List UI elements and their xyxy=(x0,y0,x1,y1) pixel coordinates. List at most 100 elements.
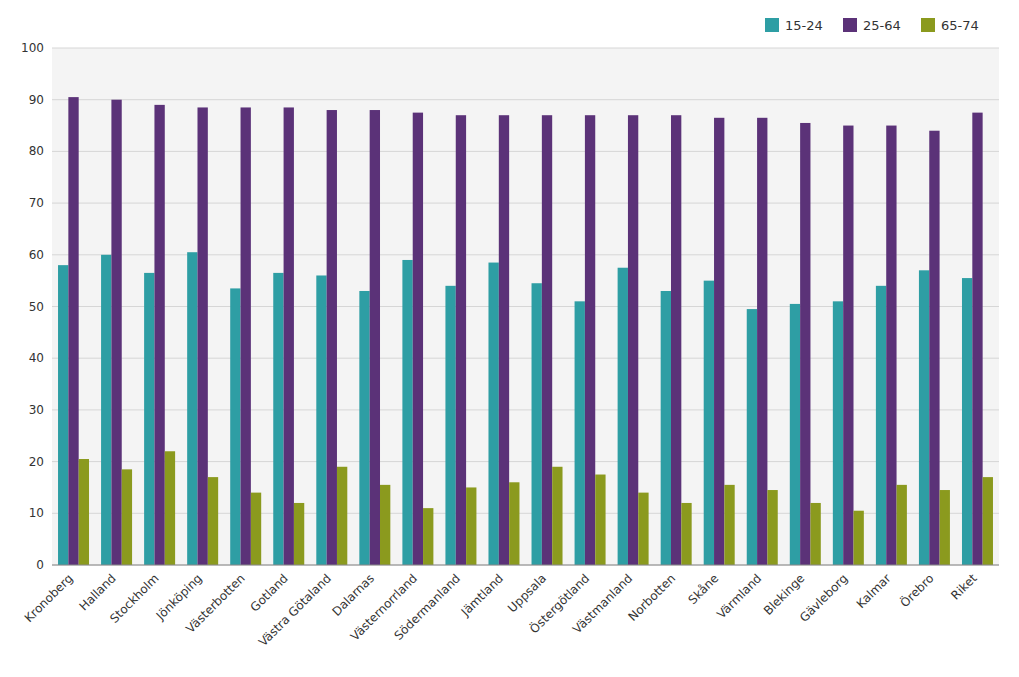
grid-line xyxy=(52,48,999,49)
bar xyxy=(316,275,326,565)
bar xyxy=(488,263,498,565)
bar xyxy=(983,477,993,565)
bar xyxy=(499,115,509,565)
legend-swatch xyxy=(921,18,935,32)
bar xyxy=(101,255,111,565)
plot-area xyxy=(52,48,999,565)
x-tick-label: Kronoberg xyxy=(22,571,76,625)
bar xyxy=(542,115,552,565)
grid-line xyxy=(52,565,999,566)
bar xyxy=(208,477,218,565)
bar xyxy=(337,467,347,565)
bar xyxy=(273,273,283,565)
bar xyxy=(380,485,390,565)
x-tick-label: Stockholm xyxy=(107,571,162,626)
bar xyxy=(241,107,251,565)
grid xyxy=(52,48,999,565)
bar xyxy=(767,490,777,565)
y-tick-label: 10 xyxy=(29,506,44,520)
bar xyxy=(876,286,886,565)
y-tick-label: 60 xyxy=(29,248,44,262)
x-tick-label: Jämtland xyxy=(458,571,506,619)
bar xyxy=(58,265,68,565)
x-tick-label: Västra Götaland xyxy=(256,571,334,649)
bar xyxy=(661,291,671,565)
bar xyxy=(940,490,950,565)
bar xyxy=(962,278,972,565)
bar xyxy=(251,493,261,565)
x-tick-label: Gävleborg xyxy=(797,571,851,625)
x-tick-label: Skåne xyxy=(685,571,721,607)
y-tick-label: 80 xyxy=(29,144,44,158)
bar xyxy=(413,113,423,565)
x-tick-label: Kalmar xyxy=(854,571,894,611)
bar xyxy=(509,482,519,565)
bar xyxy=(833,301,843,565)
legend: 15-24 25-64 65-74 xyxy=(765,18,979,33)
x-tick-label: Södermanland xyxy=(391,571,463,643)
bar xyxy=(230,288,240,565)
legend-swatch xyxy=(765,18,779,32)
x-tick-label: Halland xyxy=(77,571,119,613)
bar xyxy=(68,97,78,565)
bar xyxy=(790,304,800,565)
y-tick-label: 50 xyxy=(29,300,44,314)
bar xyxy=(800,123,810,565)
bar xyxy=(79,459,89,565)
bar xyxy=(704,281,714,565)
bar xyxy=(595,475,605,565)
grid-line xyxy=(52,203,999,204)
bar xyxy=(757,118,767,565)
bar xyxy=(154,105,164,565)
x-tick-label: Värmland xyxy=(714,571,764,621)
bar xyxy=(445,286,455,565)
chart: 0102030405060708090100KronobergHallandSt… xyxy=(0,0,1019,677)
x-tick-label: Norbotten xyxy=(626,571,679,624)
bar xyxy=(972,113,982,565)
bar xyxy=(585,115,595,565)
bar xyxy=(165,451,175,565)
bar xyxy=(187,252,197,565)
bar xyxy=(628,115,638,565)
y-tick-label: 40 xyxy=(29,351,44,365)
y-tick-label: 30 xyxy=(29,403,44,417)
bars xyxy=(58,97,993,565)
bar xyxy=(714,118,724,565)
bar xyxy=(294,503,304,565)
bar xyxy=(929,131,939,565)
bar xyxy=(724,485,734,565)
bar xyxy=(197,107,207,565)
legend-swatch xyxy=(843,18,857,32)
bar xyxy=(638,493,648,565)
bar xyxy=(618,268,628,565)
y-tick-label: 0 xyxy=(36,558,44,572)
bar xyxy=(456,115,466,565)
bar xyxy=(843,126,853,565)
x-tick-label: Örebro xyxy=(896,570,936,610)
bar xyxy=(854,511,864,565)
bar xyxy=(919,270,929,565)
legend-label: 65-74 xyxy=(941,18,979,33)
bar xyxy=(747,309,757,565)
bar xyxy=(671,115,681,565)
chart-container: 0102030405060708090100KronobergHallandSt… xyxy=(0,0,1019,677)
x-tick-label: Uppsala xyxy=(505,571,549,615)
bar xyxy=(466,487,476,565)
bar xyxy=(810,503,820,565)
x-tick-label: Riket xyxy=(948,571,980,603)
bar xyxy=(327,110,337,565)
bar xyxy=(370,110,380,565)
bar xyxy=(552,467,562,565)
bar xyxy=(886,126,896,565)
bar xyxy=(681,503,691,565)
bar xyxy=(359,291,369,565)
bar xyxy=(122,469,132,565)
y-tick-label: 70 xyxy=(29,196,44,210)
grid-line xyxy=(52,99,999,100)
y-tick-label: 100 xyxy=(21,41,44,55)
x-tick-label: Västmanland xyxy=(570,571,635,636)
legend-label: 15-24 xyxy=(785,18,823,33)
legend-label: 25-64 xyxy=(863,18,901,33)
bar xyxy=(111,100,121,565)
x-axis-line xyxy=(52,565,999,566)
